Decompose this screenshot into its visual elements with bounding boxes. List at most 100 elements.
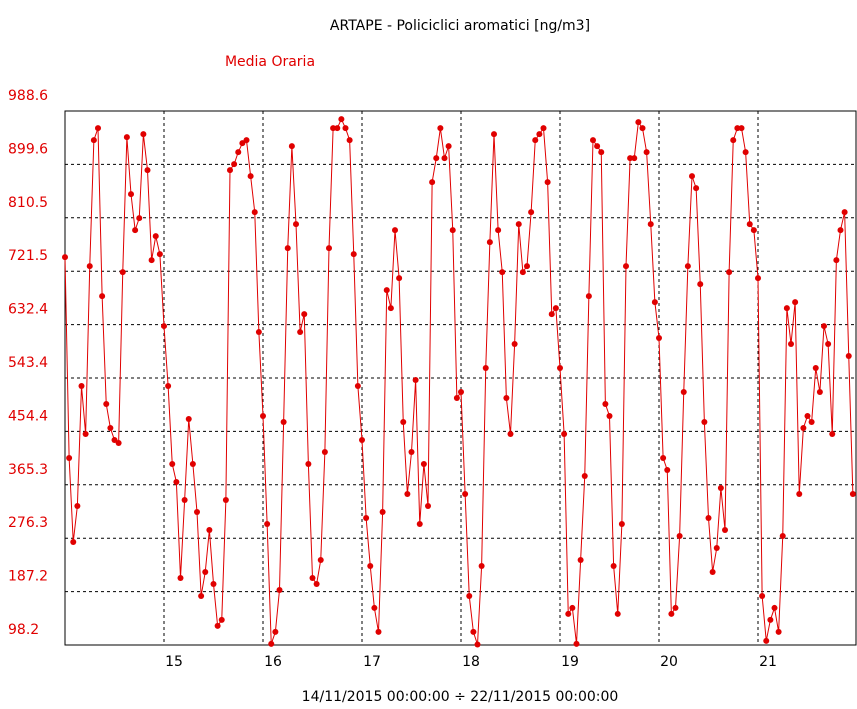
data-point xyxy=(408,449,415,456)
data-point xyxy=(346,137,353,144)
data-point xyxy=(62,254,68,261)
data-point xyxy=(396,275,403,282)
data-point xyxy=(808,419,815,426)
data-point xyxy=(156,251,163,258)
data-point xyxy=(462,490,469,497)
data-point xyxy=(689,173,695,180)
data-point xyxy=(763,637,770,644)
data-point xyxy=(631,155,638,162)
data-point xyxy=(404,490,411,497)
data-point xyxy=(816,389,823,396)
data-point xyxy=(449,227,456,234)
data-point xyxy=(548,311,555,318)
data-point xyxy=(573,640,580,647)
x-tick-label: 19 xyxy=(561,654,579,670)
data-point xyxy=(684,263,691,270)
data-point xyxy=(837,227,844,234)
data-point xyxy=(387,305,394,312)
data-point xyxy=(804,413,811,420)
data-point xyxy=(503,395,510,402)
data-point xyxy=(74,502,81,509)
data-point xyxy=(849,490,856,497)
data-point xyxy=(123,134,130,141)
y-tick-label: 454.4 xyxy=(8,408,48,424)
data-point xyxy=(152,233,159,240)
data-point xyxy=(668,610,675,617)
data-point xyxy=(301,311,308,318)
data-point xyxy=(528,209,535,216)
data-point xyxy=(185,416,192,423)
data-point xyxy=(420,461,427,468)
x-tick-label: 15 xyxy=(165,654,183,670)
data-point xyxy=(734,125,741,132)
data-point xyxy=(198,592,205,599)
data-point xyxy=(326,245,332,252)
data-point xyxy=(602,401,609,408)
data-point xyxy=(148,257,155,264)
data-point xyxy=(610,562,617,569)
data-point xyxy=(317,556,324,563)
data-point xyxy=(771,604,778,611)
data-point xyxy=(812,365,819,372)
data-point xyxy=(767,616,774,623)
data-point xyxy=(392,227,398,234)
data-point xyxy=(713,544,720,551)
legend-label: Media Oraria xyxy=(225,54,315,70)
data-point xyxy=(412,377,419,384)
x-tick-label: 17 xyxy=(363,654,381,670)
data-point xyxy=(99,293,106,300)
y-tick-label: 810.5 xyxy=(8,195,48,211)
data-point xyxy=(95,125,101,132)
data-point xyxy=(635,119,642,126)
y-tick-label: 98.2 xyxy=(8,622,39,638)
data-point xyxy=(623,263,629,270)
data-point xyxy=(90,137,97,144)
data-point xyxy=(606,413,613,420)
data-point xyxy=(416,520,423,527)
data-point xyxy=(775,628,782,635)
data-point xyxy=(726,269,733,276)
data-point xyxy=(441,155,448,162)
data-point xyxy=(214,622,221,629)
data-point xyxy=(544,179,551,186)
data-point xyxy=(288,143,295,150)
x-tick-label: 21 xyxy=(759,654,777,670)
data-point xyxy=(103,401,110,408)
data-point xyxy=(507,431,514,438)
data-point xyxy=(177,574,184,581)
data-point xyxy=(495,227,502,234)
data-point xyxy=(825,341,832,348)
data-point xyxy=(313,580,320,587)
data-point xyxy=(140,131,147,138)
data-point xyxy=(536,131,543,138)
data-point xyxy=(222,496,229,503)
y-tick-label: 988.6 xyxy=(8,88,48,104)
data-point xyxy=(524,263,530,270)
data-point xyxy=(585,293,592,300)
data-point xyxy=(841,209,848,216)
data-point xyxy=(515,221,522,228)
data-point xyxy=(561,431,568,438)
data-point xyxy=(565,610,572,617)
data-point xyxy=(169,461,176,468)
data-point xyxy=(425,502,431,509)
data-point xyxy=(738,125,745,132)
data-point xyxy=(792,299,799,306)
data-point xyxy=(243,137,250,144)
data-point xyxy=(297,329,304,336)
data-point xyxy=(86,263,93,270)
data-point xyxy=(717,484,724,491)
data-point xyxy=(119,269,126,276)
data-point xyxy=(569,604,576,611)
data-point xyxy=(371,604,378,611)
data-point xyxy=(755,275,761,282)
data-point xyxy=(491,131,497,138)
data-point xyxy=(70,538,77,545)
y-tick-label: 187.2 xyxy=(8,569,48,585)
chart-title: ARTAPE - Policiclici aromatici [ng/m3] xyxy=(330,18,590,34)
data-point xyxy=(210,580,217,587)
data-point xyxy=(235,149,242,156)
data-point xyxy=(742,149,749,156)
data-point xyxy=(383,287,390,294)
data-point xyxy=(82,431,89,438)
